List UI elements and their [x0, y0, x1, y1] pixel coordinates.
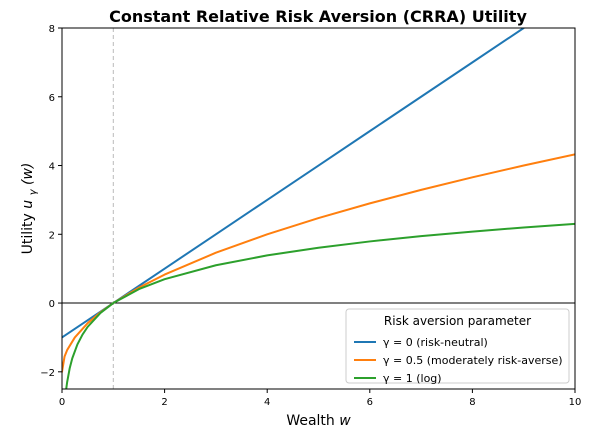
series-line-gamma-1	[65, 222, 575, 389]
y-tick-label: 2	[49, 230, 55, 241]
series-line-gamma-0-5	[62, 153, 575, 373]
series-line-gamma-0	[62, 28, 525, 339]
chart-title: Constant Relative Risk Aversion (CRRA) U…	[109, 7, 527, 26]
y-axis-label: Utility u γ (w)	[20, 163, 40, 255]
y-tick-label: 6	[49, 93, 55, 104]
legend-entry-label: γ = 1 (log)	[383, 372, 442, 385]
legend-title: Risk aversion parameter	[384, 314, 531, 328]
legend-entry-label: γ = 0 (risk-neutral)	[383, 336, 488, 349]
x-tick-label: 2	[161, 397, 167, 408]
y-tick-label: 0	[49, 299, 55, 310]
y-axis-label-sub: γ	[28, 188, 39, 195]
x-tick-label: 4	[264, 397, 270, 408]
y-axis-label-var: u	[20, 200, 36, 209]
y-axis-label-arg: (w)	[20, 163, 36, 185]
x-tick-label: 0	[59, 397, 65, 408]
y-tick-label: 4	[49, 162, 55, 173]
legend-box	[345, 308, 570, 384]
plot-frame	[61, 27, 576, 390]
y-tick-label: −2	[40, 368, 55, 379]
x-tick-label: 6	[367, 397, 373, 408]
legend: Risk aversion parameter γ = 0 (risk-neutr…	[345, 308, 570, 385]
y-axis-label-text: Utility	[20, 213, 36, 254]
legend-entry-label: γ = 0.5 (moderately risk-averse)	[383, 354, 563, 367]
x-axis-label-var: w	[339, 413, 351, 429]
x-axis-label-text: Wealth	[286, 413, 334, 429]
x-tick-label: 8	[469, 397, 475, 408]
y-tick-label: 8	[49, 24, 55, 35]
x-tick-label: 10	[569, 397, 582, 408]
x-axis-label: Wealth w	[286, 413, 351, 429]
